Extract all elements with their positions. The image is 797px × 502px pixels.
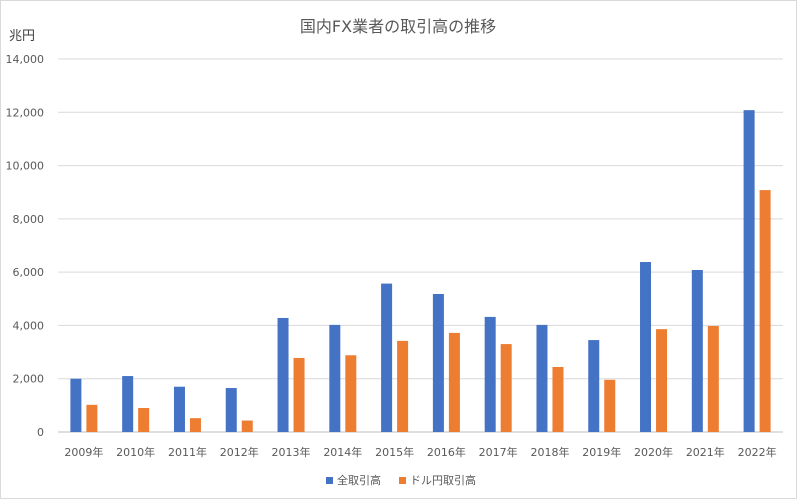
bar bbox=[189, 418, 201, 432]
bar bbox=[656, 329, 668, 432]
bar bbox=[743, 110, 755, 432]
x-tick-label: 2022年 bbox=[738, 445, 777, 459]
x-tick-label: 2019年 bbox=[582, 445, 621, 459]
y-tick-label: 4,000 bbox=[13, 319, 45, 332]
bar bbox=[86, 404, 98, 432]
y-tick-label: 6,000 bbox=[13, 266, 45, 279]
x-tick-label: 2016年 bbox=[427, 445, 466, 459]
bar bbox=[448, 332, 460, 432]
legend-label: ドル円取引高 bbox=[410, 473, 476, 487]
bar bbox=[432, 293, 444, 432]
legend-label: 全取引高 bbox=[337, 473, 381, 487]
legend: 全取引高 ドル円取引高 bbox=[326, 473, 476, 487]
bar bbox=[707, 325, 719, 432]
y-tick-label: 10,000 bbox=[6, 160, 45, 173]
x-tick-label: 2018年 bbox=[530, 445, 569, 459]
bar bbox=[536, 324, 548, 432]
bar bbox=[329, 324, 341, 432]
bar bbox=[500, 344, 512, 432]
y-tick-label: 14,000 bbox=[6, 53, 45, 66]
bar bbox=[173, 386, 185, 432]
y-axis-ticks: 0 2,000 4,000 6,000 8,000 10,000 12,000 14,000 bbox=[6, 53, 45, 439]
bar bbox=[122, 376, 134, 432]
x-tick-label: 2011年 bbox=[168, 445, 207, 459]
x-tick-label: 2017年 bbox=[479, 445, 518, 459]
bar bbox=[225, 388, 237, 432]
bar bbox=[293, 357, 305, 432]
bars bbox=[70, 110, 771, 432]
x-axis-ticks: 2009年 2010年 2011年 2012年 2013年 2014年 2015年 2016年… bbox=[64, 445, 776, 459]
bar bbox=[381, 283, 393, 432]
bar bbox=[70, 378, 82, 432]
bar bbox=[691, 270, 703, 432]
bar bbox=[640, 262, 652, 432]
bar bbox=[552, 366, 564, 432]
bar bbox=[345, 355, 357, 432]
bar bbox=[604, 379, 616, 432]
y-tick-label: 0 bbox=[37, 426, 44, 439]
x-tick-label: 2020年 bbox=[634, 445, 673, 459]
bar bbox=[588, 340, 600, 432]
bar bbox=[277, 317, 289, 432]
x-tick-label: 2009年 bbox=[64, 445, 103, 459]
chart-title: 国内FX業者の取引高の推移 bbox=[300, 17, 496, 36]
y-tick-label: 2,000 bbox=[13, 373, 45, 386]
x-tick-label: 2021年 bbox=[686, 445, 725, 459]
x-tick-label: 2014年 bbox=[323, 445, 362, 459]
legend-swatch bbox=[326, 477, 333, 484]
bar bbox=[759, 190, 771, 432]
legend-swatch bbox=[399, 477, 406, 484]
y-tick-label: 8,000 bbox=[13, 213, 45, 226]
y-tick-label: 12,000 bbox=[6, 106, 45, 119]
bar bbox=[241, 420, 253, 432]
bar bbox=[138, 408, 150, 432]
bar bbox=[397, 340, 409, 432]
x-tick-label: 2010年 bbox=[116, 445, 155, 459]
gridlines bbox=[58, 58, 783, 433]
bar bbox=[484, 316, 496, 432]
x-tick-label: 2015年 bbox=[375, 445, 414, 459]
y-axis-unit-label: 兆円 bbox=[9, 29, 35, 44]
x-tick-label: 2012年 bbox=[220, 445, 259, 459]
x-tick-label: 2013年 bbox=[272, 445, 311, 459]
